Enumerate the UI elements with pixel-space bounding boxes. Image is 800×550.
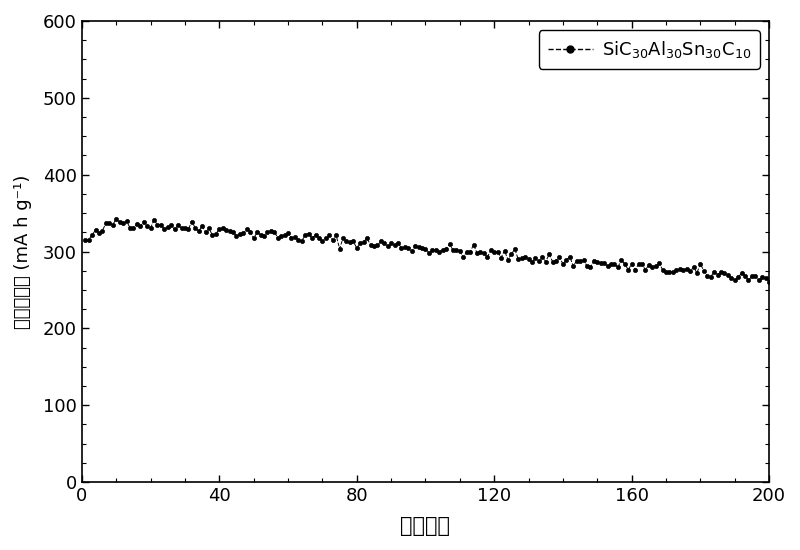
Legend: SiC$_{30}$Al$_{30}$Sn$_{30}$C$_{10}$: SiC$_{30}$Al$_{30}$Sn$_{30}$C$_{10}$: [538, 30, 760, 69]
X-axis label: 循环次数: 循环次数: [401, 516, 450, 536]
Y-axis label: 放电比容量 (mA h g⁻¹): 放电比容量 (mA h g⁻¹): [14, 174, 32, 329]
